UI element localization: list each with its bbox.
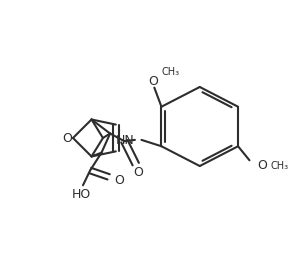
Text: HO: HO <box>72 187 91 200</box>
Text: CH₃: CH₃ <box>271 160 289 170</box>
Text: O: O <box>114 173 124 186</box>
Text: CH₃: CH₃ <box>161 67 180 77</box>
Text: O: O <box>258 159 267 172</box>
Text: O: O <box>62 132 72 145</box>
Text: HN: HN <box>116 133 135 146</box>
Text: O: O <box>148 75 158 88</box>
Text: O: O <box>133 165 143 178</box>
